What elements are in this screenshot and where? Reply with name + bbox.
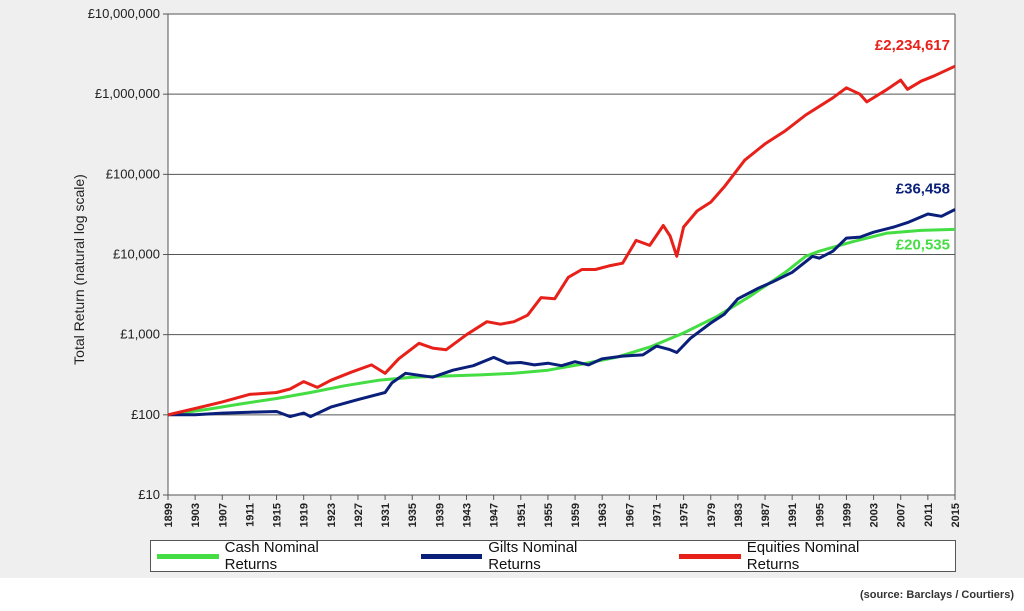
- series-end-label: £36,458: [896, 180, 950, 197]
- y-tick-label: £10: [138, 487, 160, 502]
- x-tick-label: 1911: [244, 503, 256, 527]
- x-tick-label: 1955: [543, 503, 555, 527]
- legend-swatch: [679, 553, 741, 559]
- y-axis-label: Total Return (natural log scale): [71, 174, 87, 365]
- line-chart: £10 £100 £1,000 £10,000 £100,000 £1,000,000 £1…: [71, 6, 962, 527]
- x-tick-label: 1927: [353, 503, 365, 527]
- chart-area: £10 £100 £1,000 £10,000 £100,000 £1,000,000 £1…: [0, 0, 1024, 578]
- x-tick-label: 1979: [706, 503, 718, 527]
- series-end-label: £20,535: [896, 236, 950, 253]
- x-tick-label: 2015: [950, 503, 962, 527]
- x-tick-label: 1999: [841, 503, 853, 527]
- x-tick-label: 1991: [787, 503, 799, 527]
- legend-label: Equities Nominal Returns: [746, 539, 860, 573]
- x-tick-label: 1987: [760, 503, 772, 527]
- x-tick-label: 1931: [380, 503, 392, 527]
- x-tick-label: 1899: [163, 503, 175, 527]
- x-tick-label: 1923: [326, 503, 338, 527]
- x-tick-label: 1907: [217, 503, 229, 527]
- x-tick-label: 1903: [190, 503, 202, 527]
- x-tick-label: 1975: [679, 503, 691, 527]
- legend-label: Cash Nominal Returns: [224, 539, 319, 573]
- x-tick-label: 1947: [489, 503, 501, 527]
- legend-swatch: [420, 553, 483, 559]
- x-tick-label: 1959: [570, 503, 582, 527]
- legend-item: Cash Nominal Returns: [157, 539, 375, 573]
- series-line-2: [167, 64, 956, 417]
- x-tick-label: 1963: [597, 503, 609, 527]
- x-tick-label: 1935: [407, 503, 419, 527]
- x-tick-label: 1943: [462, 503, 474, 527]
- y-tick-label: £10,000: [113, 247, 160, 262]
- y-tick-label: £100: [131, 407, 160, 422]
- x-tick-label: 1971: [651, 503, 663, 527]
- y-tick-label: £100,000: [106, 166, 160, 181]
- x-tick-label: 2011: [923, 503, 935, 527]
- x-tick-label: 2007: [896, 503, 908, 527]
- x-tick-label: 1995: [814, 503, 826, 527]
- legend-item: Gilts Nominal Returns: [420, 539, 634, 573]
- x-tick-label: 1967: [624, 503, 636, 527]
- legend: Cash Nominal Returns Gilts Nominal Return…: [150, 539, 956, 573]
- x-tick-label: 1983: [733, 503, 745, 527]
- legend-label: Gilts Nominal Returns: [488, 539, 578, 573]
- x-tick-label: 1951: [516, 503, 528, 527]
- legend-swatch: [157, 553, 219, 559]
- x-tick-label: 1919: [299, 503, 311, 527]
- source-note: (source: Barclays / Courtiers): [859, 589, 1014, 601]
- legend-item: Equities Nominal Returns: [679, 539, 915, 573]
- x-tick-label: 1939: [434, 503, 446, 527]
- x-tick-label: 2003: [869, 503, 881, 527]
- series-line-1: [168, 208, 956, 419]
- y-tick-label: £1,000,000: [95, 86, 160, 101]
- y-tick-label: £1,000: [120, 327, 160, 342]
- series-end-label: £2,234,617: [875, 37, 950, 54]
- x-tick-label: 1915: [272, 503, 284, 527]
- y-tick-label: £10,000,000: [88, 6, 160, 21]
